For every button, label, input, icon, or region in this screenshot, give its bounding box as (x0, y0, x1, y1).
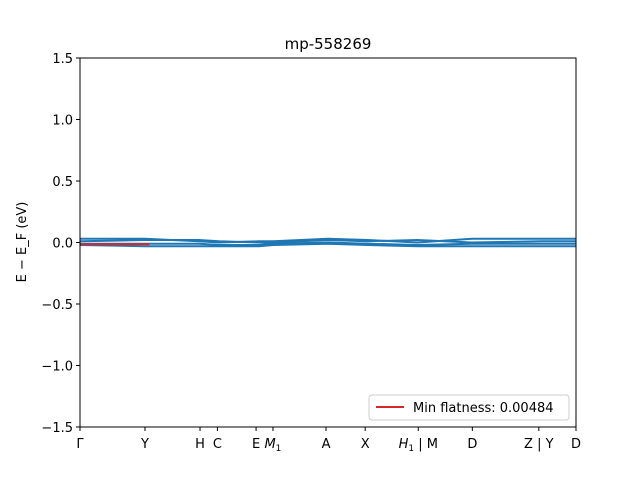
y-axis-ticks: 1.5 1.0 0.5 0.0 −0.5 −1.0 −1.5 (41, 52, 80, 436)
y-tick-label: 1.0 (52, 114, 73, 129)
x-tick-label: Z | Y (524, 437, 554, 452)
y-tick-label: −1.0 (41, 360, 73, 375)
x-tick-label: H (195, 437, 205, 452)
x-tick-label: A (322, 437, 331, 452)
x-tick-label: C (213, 437, 222, 452)
x-tick-label: X (361, 437, 370, 452)
x-tick-label: Γ (76, 437, 84, 452)
y-tick-label: 0.0 (52, 237, 73, 252)
legend: Min flatness: 0.00484 (368, 394, 570, 421)
x-axis-ticks: Γ Y H C E M1 A X H1 | M D Z | Y D (76, 427, 581, 454)
chart-title: mp-558269 (285, 35, 372, 53)
y-tick-label: 1.5 (52, 52, 73, 67)
band-line-3 (80, 241, 576, 246)
y-tick-label: −0.5 (41, 298, 73, 313)
y-tick-label: −1.5 (41, 421, 73, 436)
legend-label: Min flatness: 0.00484 (413, 401, 554, 416)
legend-box (368, 394, 570, 421)
band-line-4 (79, 242, 576, 248)
x-tick-label: E (252, 437, 260, 452)
y-tick-label: 0.5 (52, 175, 73, 190)
plot-frame (79, 57, 577, 428)
x-tick-label: D (467, 437, 477, 452)
band-line-2 (79, 239, 576, 244)
x-tick-label: D (571, 437, 581, 452)
series-layer (79, 237, 576, 248)
y-axis-label: E − E_F (eV) (15, 202, 30, 283)
x-tick-label: M1 (264, 437, 281, 454)
x-tick-label: Y (140, 437, 149, 452)
x-tick-label: H1 | M (399, 437, 438, 454)
